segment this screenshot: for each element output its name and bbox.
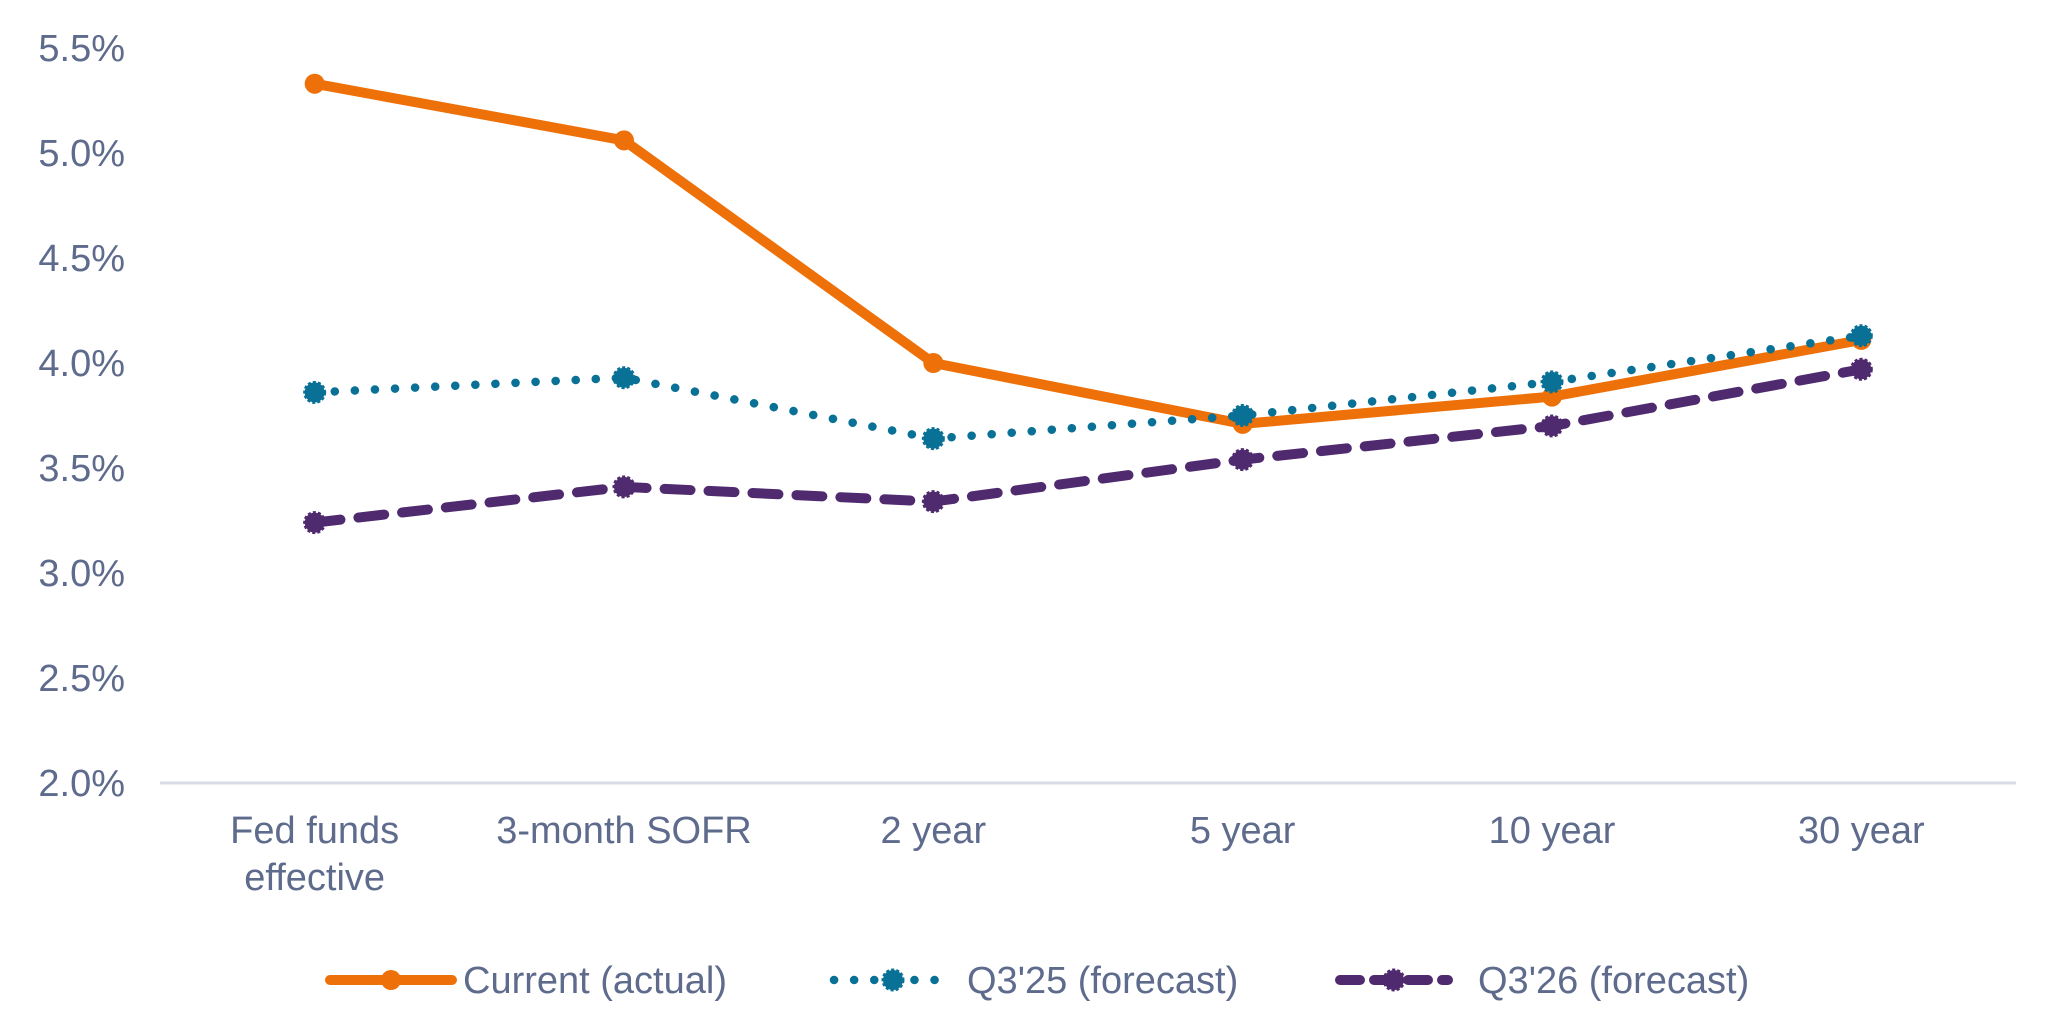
x-category-label: 2 year <box>881 810 987 852</box>
y-tick-label: 5.0% <box>38 133 125 175</box>
data-point-marker <box>612 366 636 390</box>
series-1 <box>303 324 1873 451</box>
y-tick-label: 5.5% <box>38 28 125 70</box>
series-line <box>310 331 1866 443</box>
data-point-marker <box>1540 414 1564 438</box>
x-category-label: 5 year <box>1190 810 1296 852</box>
data-point-marker <box>921 427 945 451</box>
data-point-marker <box>1231 404 1255 427</box>
y-tick-label: 4.5% <box>38 238 125 280</box>
series-line <box>309 364 1867 528</box>
series-0 <box>304 73 1872 434</box>
legend-item: Current (actual) <box>325 960 727 1002</box>
legend-item: Q3'26 (forecast) <box>1335 960 1749 1002</box>
x-axis: Fed funds effective 3-month SOFR 2 year 5 ye… <box>230 810 1925 899</box>
x-category-label: 30 year <box>1798 810 1925 852</box>
x-category-label-line: 5 year <box>1190 810 1296 852</box>
legend-label: Current (actual) <box>463 960 727 1002</box>
y-axis: 2.0% 2.5% 3.0% 3.5% 4.0% 4.5% 5.0% 5.5% <box>38 28 125 805</box>
x-category-label-line: effective <box>244 857 385 899</box>
data-point-marker <box>614 130 634 151</box>
x-category-label-line: 3-month SOFR <box>496 810 752 852</box>
data-point-marker <box>921 490 945 514</box>
y-tick-label: 4.0% <box>38 343 125 385</box>
data-point-marker <box>923 353 944 373</box>
data-point-marker <box>1849 324 1873 348</box>
y-tick-label: 3.0% <box>38 553 125 595</box>
legend-label: Q3'26 (forecast) <box>1478 960 1749 1002</box>
data-point-marker <box>304 73 325 94</box>
data-point-marker <box>1849 357 1873 381</box>
legend: Current (actual) Q3'25 (forecast) Q3'26 (f… <box>325 960 1749 1002</box>
x-category-label-line: 10 year <box>1489 810 1616 852</box>
x-category-label: 10 year <box>1489 810 1616 852</box>
legend-label: Q3'25 (forecast) <box>967 960 1238 1002</box>
legend-marker-swatch <box>381 970 401 990</box>
y-tick-label: 3.5% <box>38 448 125 490</box>
legend-marker-swatch <box>1382 968 1406 992</box>
x-category-label: 3-month SOFR <box>496 810 752 852</box>
x-category-label-line: 30 year <box>1798 810 1925 852</box>
series-2 <box>303 357 1873 535</box>
x-category-label-line: 2 year <box>881 810 987 852</box>
series-line <box>309 78 1867 429</box>
series-layer <box>303 73 1873 535</box>
data-point-marker <box>303 380 327 404</box>
y-tick-label: 2.0% <box>38 763 125 805</box>
data-point-marker <box>303 511 327 535</box>
data-point-marker <box>612 475 636 499</box>
legend-item: Q3'25 (forecast) <box>829 960 1238 1002</box>
x-category-label-line: Fed funds <box>230 810 399 852</box>
data-point-marker <box>1231 448 1255 472</box>
legend-marker-swatch <box>881 968 905 992</box>
y-tick-label: 2.5% <box>38 658 125 700</box>
x-category-label: Fed funds effective <box>230 810 399 899</box>
data-point-marker <box>1540 370 1564 394</box>
